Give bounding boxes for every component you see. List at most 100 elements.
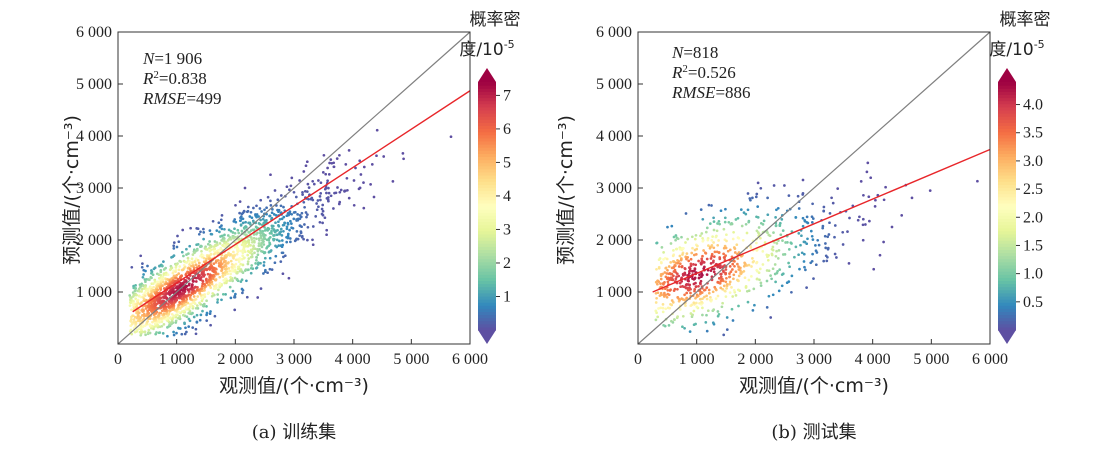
scatter-point bbox=[222, 237, 226, 240]
colorbar-segment bbox=[998, 252, 1016, 257]
scatter-point bbox=[732, 230, 735, 234]
scatter-point bbox=[661, 306, 665, 310]
scatter-point bbox=[212, 262, 216, 266]
scatter-point bbox=[157, 319, 161, 322]
scatter-point bbox=[686, 237, 690, 241]
scatter-point bbox=[182, 295, 186, 298]
scatter-point bbox=[733, 247, 737, 250]
scatter-point bbox=[185, 261, 189, 264]
scatter-point bbox=[294, 195, 298, 199]
colorbar-segment bbox=[998, 97, 1016, 102]
colorbar-segment bbox=[998, 150, 1016, 154]
x-tick-label: 3 000 bbox=[796, 351, 832, 368]
colorbar-segment bbox=[998, 311, 1016, 316]
scatter-point bbox=[805, 215, 809, 219]
colorbar-segment bbox=[998, 227, 1016, 232]
scatter-point bbox=[662, 258, 665, 261]
colorbar-segment bbox=[478, 196, 496, 201]
scatter-point bbox=[231, 255, 235, 258]
scatter-point bbox=[208, 275, 211, 279]
scatter-point bbox=[197, 264, 201, 268]
scatter-point bbox=[223, 271, 227, 274]
scatter-point bbox=[370, 163, 374, 166]
scatter-point bbox=[665, 257, 669, 261]
scatter-point bbox=[790, 274, 794, 278]
colorbar-title-line1: 概率密 bbox=[470, 10, 521, 30]
scatter-point bbox=[736, 278, 739, 282]
scatter-point bbox=[676, 261, 680, 265]
scatter-point bbox=[235, 252, 239, 256]
panel-caption: (b) 测试集 bbox=[771, 422, 856, 443]
scatter-point bbox=[249, 271, 253, 275]
scatter-point bbox=[262, 234, 265, 238]
scatter-point bbox=[305, 190, 309, 193]
scatter-point bbox=[821, 226, 825, 230]
colorbar-segment bbox=[478, 302, 496, 306]
scatter-point bbox=[693, 287, 697, 291]
scatter-point bbox=[263, 229, 267, 232]
colorbar-segment bbox=[998, 140, 1016, 145]
scatter-point bbox=[765, 269, 769, 272]
scatter-point bbox=[705, 257, 709, 261]
scatter-point bbox=[713, 250, 717, 254]
scatter-point bbox=[789, 241, 793, 245]
scatter-point bbox=[142, 297, 146, 301]
scatter-point bbox=[680, 248, 684, 252]
scatter-point bbox=[731, 268, 734, 271]
colorbar-segment bbox=[478, 274, 496, 278]
scatter-point bbox=[719, 272, 722, 276]
scatter-point bbox=[200, 299, 204, 303]
scatter-point bbox=[731, 295, 735, 298]
scatter-point bbox=[669, 261, 673, 264]
scatter-point bbox=[747, 263, 751, 267]
scatter-point bbox=[159, 317, 163, 320]
scatter-point bbox=[690, 235, 694, 239]
scatter-point bbox=[184, 285, 187, 288]
scatter-point bbox=[166, 273, 170, 277]
colorbar-segment bbox=[998, 109, 1016, 114]
scatter-point bbox=[755, 192, 759, 196]
scatter-point bbox=[260, 249, 263, 253]
scatter-point bbox=[655, 296, 658, 300]
colorbar-tick-label: 1.5 bbox=[1023, 237, 1043, 254]
scatter-point bbox=[259, 234, 263, 237]
scatter-point bbox=[168, 309, 172, 312]
scatter-point bbox=[177, 310, 181, 314]
scatter-point bbox=[359, 173, 363, 176]
scatter-point bbox=[222, 260, 226, 264]
colorbar-segment bbox=[478, 199, 496, 204]
stat-n: N=1 906 bbox=[142, 49, 202, 68]
scatter-point bbox=[167, 299, 171, 303]
colorbar-segment bbox=[478, 88, 496, 92]
scatter-point bbox=[746, 192, 750, 195]
scatter-point bbox=[720, 305, 724, 309]
scatter-point bbox=[137, 301, 140, 305]
scatter-point bbox=[274, 254, 278, 258]
stat-rmse: RMSE=886 bbox=[671, 83, 751, 102]
colorbar-segment bbox=[998, 184, 1016, 188]
scatter-point bbox=[709, 295, 712, 299]
scatter-point bbox=[279, 227, 283, 231]
scatter-point bbox=[252, 206, 255, 210]
scatter-point bbox=[229, 238, 233, 241]
scatter-point bbox=[190, 283, 194, 286]
scatter-point bbox=[828, 212, 832, 215]
scatter-point bbox=[220, 227, 224, 231]
scatter-point bbox=[188, 260, 192, 264]
scatter-point bbox=[208, 249, 212, 253]
stat-n: N=818 bbox=[671, 43, 718, 62]
colorbar-segment bbox=[478, 97, 496, 102]
scatter-point bbox=[204, 259, 208, 263]
scatter-point bbox=[761, 223, 765, 226]
scatter-point bbox=[698, 297, 702, 301]
scatter-point bbox=[161, 280, 165, 284]
colorbar-segment bbox=[478, 215, 496, 219]
scatter-point bbox=[690, 251, 694, 255]
scatter-point bbox=[811, 238, 815, 241]
scatter-point bbox=[197, 261, 201, 265]
scatter-point bbox=[246, 205, 250, 209]
scatter-point bbox=[796, 194, 800, 198]
scatter-point bbox=[811, 252, 814, 256]
scatter-point bbox=[692, 301, 696, 305]
